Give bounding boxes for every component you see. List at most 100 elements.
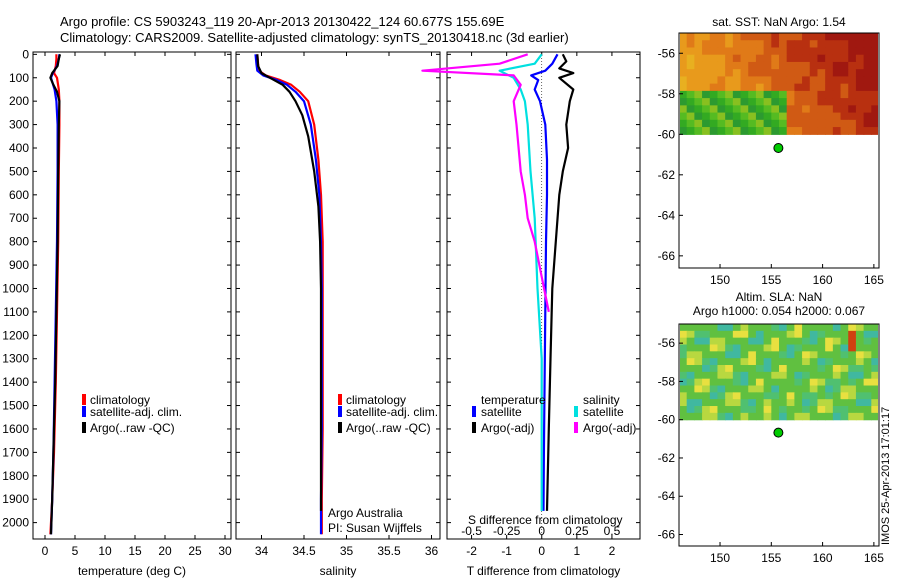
map-cell [809,98,819,106]
map-cell [748,112,757,121]
x-tick-label: 0 [42,544,49,558]
x-tick-label: 35.5 [377,544,401,558]
map-cell [855,392,865,400]
map-cell [871,365,878,373]
map-cell [725,371,734,380]
x-tick-label: 0 [538,544,545,558]
map-x-tick-label: 150 [710,273,730,287]
y-tick-label: 100 [9,71,29,85]
x2-tick-label: -0.25 [493,524,521,538]
map-cell [855,358,865,366]
map-cell [863,344,872,352]
map-cell [709,105,719,114]
map-cell [779,351,788,359]
map-cell [755,344,765,352]
map-cell [855,112,865,121]
map-cell [748,119,757,128]
map-cell [702,365,711,373]
map-cell [786,399,795,407]
map-cell [779,47,788,56]
map-cell [871,371,878,380]
map-cell [702,112,711,121]
map-cell [763,33,772,41]
map-cell [748,399,757,407]
map-cell [832,112,842,121]
map-cell [802,385,811,393]
map-cell [740,330,749,339]
map-cell [871,412,878,421]
map-cell [748,33,757,41]
map-cell [763,112,772,121]
map-cell [732,119,742,128]
map-cell [848,83,857,92]
map-cell [825,98,834,106]
map-cell [817,412,826,421]
map-cell [680,406,688,414]
map-cell [725,47,734,56]
map-cell [694,76,703,85]
map-cell [779,40,788,49]
map-cell [802,406,811,414]
map-cell [709,392,719,400]
x-axis-label: temperature (deg C) [78,564,186,578]
map-cell [771,392,780,400]
map-cell [817,385,826,393]
map-cell [717,54,726,63]
map-cell [709,76,719,85]
difference-panel: -2 -1 0 1 2 -0.5 -0.25 0 0.25 0.5 T difference fro… [421,51,641,578]
map-cell [702,76,711,85]
map-cell [848,365,857,373]
temperature-panel: 0 5 10 15 20 25 300100200300400500600700800900… [2,47,232,578]
map-cell [755,399,765,407]
map-cell [809,33,819,41]
map-cell [686,351,695,359]
map-cell [725,330,734,339]
map-cell [702,127,711,135]
map-cell [825,344,834,352]
map-cell [725,76,734,85]
map-cell [763,47,772,56]
map-cell [786,344,795,352]
map-cell [702,90,711,99]
map-cell [802,69,811,78]
map-cell [871,351,878,359]
legend-label-s-argo: Argo(-adj) [583,421,636,435]
map-cell [694,90,703,99]
map-cell [817,105,826,114]
map-cell [725,40,734,49]
map-cell [755,324,765,332]
map-cell [686,47,695,56]
map-cell [786,378,795,387]
map-cell [771,83,780,92]
map-cell [702,47,711,56]
map-cell [832,119,842,128]
map-cell [794,47,803,56]
map-cell [832,392,842,400]
map-cell [832,47,842,56]
map-cell [740,90,749,99]
map-cell [802,399,811,407]
map-cell [779,33,788,41]
map-cell [748,358,757,366]
y-tick-label: 2000 [2,516,29,530]
map-cell [848,392,857,400]
map-cell [832,105,842,114]
map-cell [832,98,842,106]
map-cell [825,324,834,332]
map-cell [694,351,703,359]
x2-tick-label: 0.5 [604,524,621,538]
map-cell [740,358,749,366]
map-cell [840,40,849,49]
map-cell [686,33,695,41]
map-cell [694,33,703,41]
map-cell [680,47,688,56]
map-cell [794,399,803,407]
map-cell [694,112,703,121]
map-cell [871,105,878,114]
map-cell [863,54,872,63]
map-cell [840,324,849,332]
y-tick-label: 1700 [2,445,29,459]
map-cell [848,47,857,56]
map-cell [763,127,772,135]
map-cell [825,365,834,373]
